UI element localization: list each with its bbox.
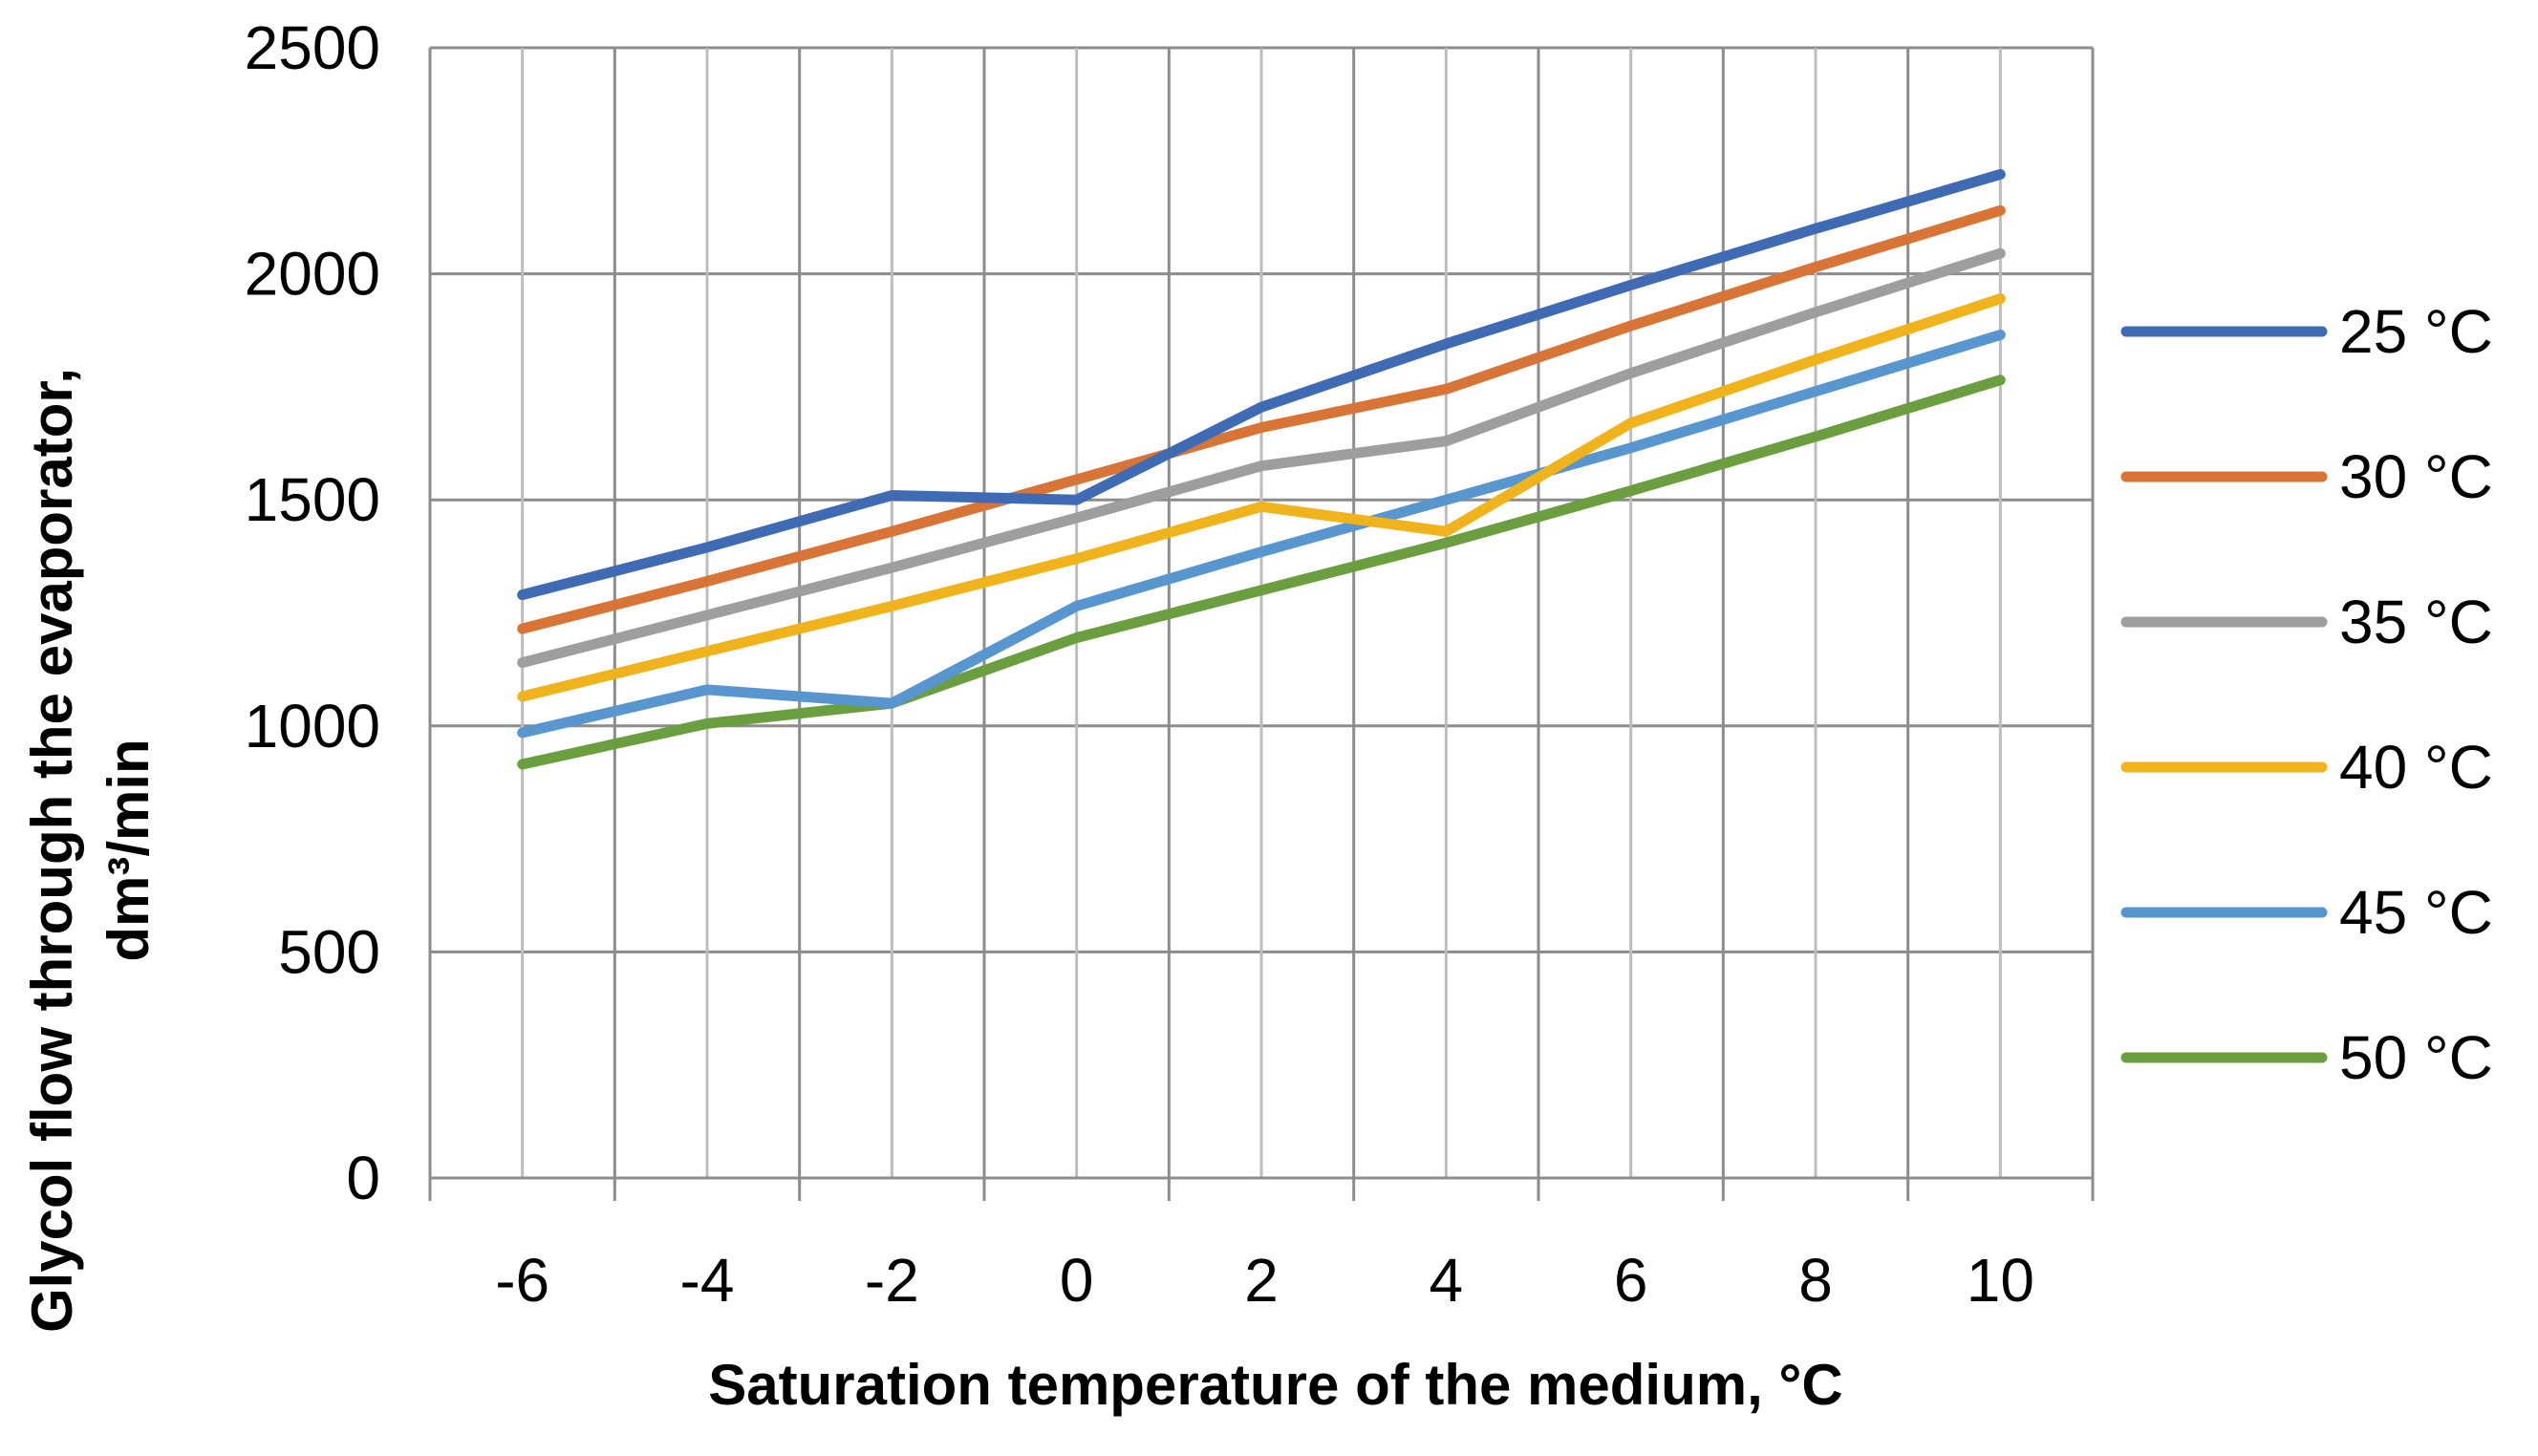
y-tick-label: 0 <box>346 1144 380 1212</box>
series-line-40 <box>517 293 2006 702</box>
x-tick-labels: -6 -4 -2 0 2 4 6 8 10 <box>495 1246 2034 1315</box>
x-tick-label: 0 <box>1060 1246 1094 1315</box>
axes <box>428 1176 2095 1201</box>
series-line-50 <box>517 375 2006 770</box>
series-line-35 <box>517 247 2006 669</box>
series-line-45 <box>517 330 2006 739</box>
series-line-25 <box>517 169 2006 601</box>
y-axis-title: Glycol flow through the evaporator, dm³/… <box>20 368 161 1333</box>
legend-label: 40 °C <box>2339 733 2493 802</box>
y-axis-title-line1: Glycol flow through the evaporator, <box>20 368 84 1333</box>
legend-label: 35 °C <box>2339 588 2493 656</box>
x-tick-label: 2 <box>1244 1246 1279 1315</box>
x-tick-label: 4 <box>1430 1246 1464 1315</box>
y-tick-label: 1000 <box>245 692 380 760</box>
x-tick-label: 6 <box>1614 1246 1648 1315</box>
x-tick-label: 10 <box>1967 1246 2034 1315</box>
x-tick-label: -4 <box>680 1246 735 1315</box>
y-tick-label: 2000 <box>245 240 380 309</box>
x-tick-label: -2 <box>865 1246 919 1315</box>
series-lines <box>517 169 2006 770</box>
y-tick-labels: 0 500 1000 1500 2000 2500 <box>245 13 380 1212</box>
series-line-30 <box>517 204 2006 634</box>
x-tick-label: -6 <box>495 1246 549 1315</box>
y-tick-label: 500 <box>278 917 380 986</box>
legend-label: 30 °C <box>2339 442 2493 511</box>
legend-label: 25 °C <box>2339 297 2493 366</box>
y-tick-label: 1500 <box>245 465 380 534</box>
legend: 25 °C 30 °C 35 °C 40 °C 45 °C 50 °C <box>2120 297 2493 1092</box>
legend-label: 50 °C <box>2339 1023 2493 1092</box>
x-tick-label: 8 <box>1798 1246 1833 1315</box>
x-axis-title: Saturation temperature of the medium, °C <box>708 1353 1843 1417</box>
y-tick-label: 2500 <box>245 13 380 82</box>
y-axis-title-line2: dm³/min <box>97 739 161 961</box>
legend-label: 45 °C <box>2339 878 2493 947</box>
